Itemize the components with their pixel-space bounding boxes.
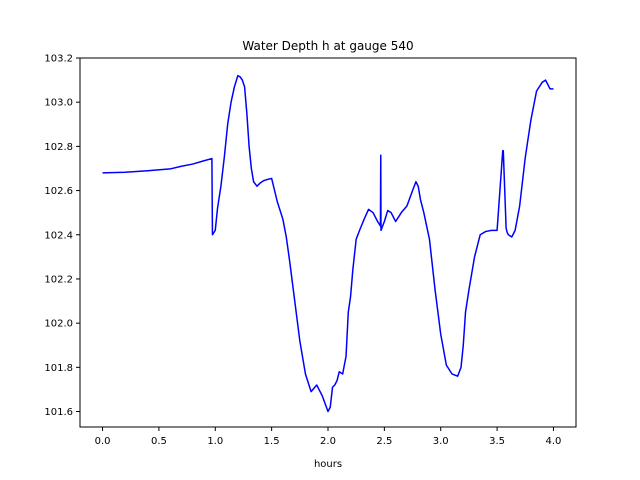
x-tick-label: 2.5 <box>376 436 392 447</box>
x-tick-label: 4.0 <box>546 436 562 447</box>
y-tick-label: 102.8 <box>44 142 73 153</box>
x-tick-label: 3.0 <box>433 436 449 447</box>
x-tick-label: 1.0 <box>207 436 223 447</box>
plot-area <box>102 74 554 413</box>
x-axis: 0.0 0.5 1.0 1.5 2.0 2.5 3.0 3.5 4.0 <box>95 427 562 447</box>
x-tick-label: 3.5 <box>489 436 505 447</box>
y-tick-label: 101.8 <box>44 363 73 374</box>
y-tick-label: 102.0 <box>44 319 73 330</box>
series-line-0 <box>102 74 554 413</box>
x-axis-label: hours <box>314 459 342 470</box>
y-axis: 101.6 101.8 102.0 102.2 102.4 102.6 102.8 103.0… <box>44 54 80 418</box>
y-tick-label: 102.6 <box>44 186 73 197</box>
y-tick-label: 102.2 <box>44 274 73 285</box>
chart-title: Water Depth h at gauge 540 <box>242 39 413 53</box>
plot-frame <box>79 57 577 428</box>
x-tick-label: 0.5 <box>151 436 167 447</box>
y-tick-label: 101.6 <box>44 407 73 418</box>
y-tick-label: 102.4 <box>44 230 73 241</box>
y-tick-label: 103.0 <box>44 98 73 109</box>
x-tick-label: 0.0 <box>95 436 111 447</box>
y-tick-label: 103.2 <box>44 54 73 65</box>
x-tick-label: 1.5 <box>264 436 280 447</box>
x-tick-label: 2.0 <box>320 436 336 447</box>
